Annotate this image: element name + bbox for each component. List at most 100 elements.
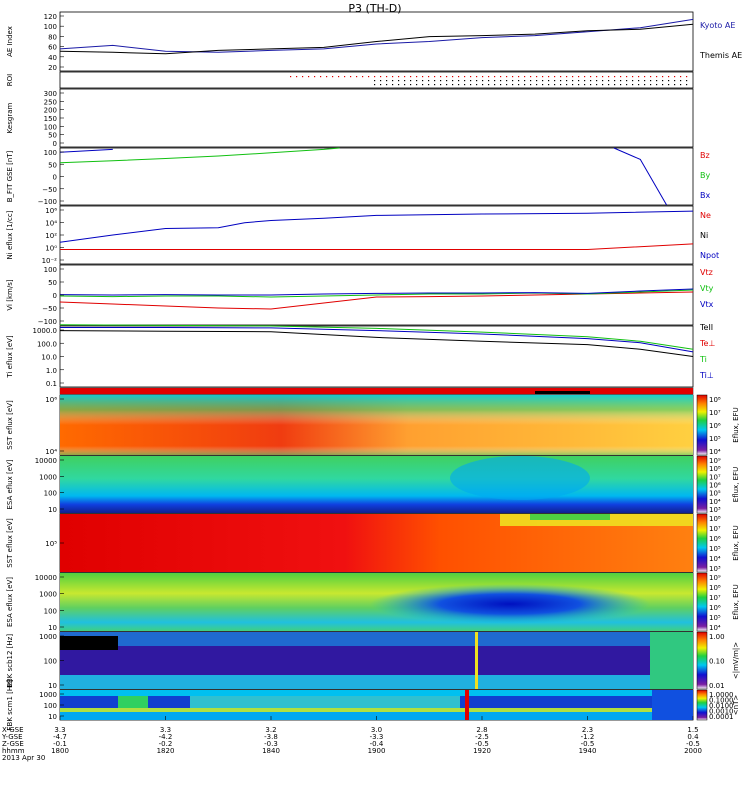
y-tick-label: 10⁵: [45, 540, 57, 548]
roi-marker: [434, 80, 436, 82]
spectrogram-images: [60, 388, 693, 720]
footer-tick-value: 1840: [262, 747, 280, 755]
roi-marker: [608, 84, 610, 86]
colorbar-tick-label: 10³: [709, 506, 721, 514]
roi-marker: [452, 84, 454, 86]
y-tick-label: 0: [53, 292, 57, 300]
footer-tick-value: -3.3: [370, 733, 384, 741]
legend-entry: TeII: [699, 323, 713, 332]
y-tick-label: 1000: [39, 633, 57, 641]
legends: Kyoto AE Themis AE Bz By Bx Ne Ni Npot Vtz Vty Vtx…: [699, 21, 742, 380]
series-line-ti: [59, 324, 694, 350]
roi-marker: [374, 80, 376, 82]
y-tick-label: 200: [44, 107, 57, 115]
colorbar-tick-label: 10⁵: [709, 545, 721, 553]
y-tick-label: −50: [42, 305, 57, 313]
roi-marker: [602, 84, 604, 86]
roi-marker: [680, 84, 682, 86]
y-tick-label: 120: [44, 13, 57, 21]
footer-tick-value: 3.3: [54, 726, 65, 734]
roi-marker: [476, 84, 478, 86]
roi-marker: [464, 80, 466, 82]
roi-marker: [542, 80, 544, 82]
y-axis-label: ESA eflux [eV]: [6, 459, 14, 509]
roi-marker: [380, 76, 382, 78]
roi-marker: [536, 80, 538, 82]
roi-marker: [512, 84, 514, 86]
y-tick-label: 100.0: [37, 340, 57, 348]
y-tick-label: −100: [38, 318, 57, 326]
y-axis-label: SST eflux [eV]: [6, 518, 14, 568]
roi-marker: [506, 84, 508, 86]
footer-tick-value: 1940: [579, 747, 597, 755]
colorbar-label: Eflux, EFU: [732, 584, 740, 619]
esa-electron-low-flux-region: [370, 584, 650, 624]
roi-marker: [590, 80, 592, 82]
roi-marker: [638, 80, 640, 82]
line-series: [59, 18, 694, 357]
roi-marker: [626, 76, 628, 78]
roi-marker: [374, 84, 376, 86]
y-tick-label: 0.1: [46, 380, 57, 388]
roi-marker: [674, 84, 676, 86]
roi-marker: [608, 80, 610, 82]
y-axis-label: Ti eflux [eV]: [6, 335, 14, 379]
footer-tick-value: 1.5: [687, 726, 698, 734]
series-line-npot: [59, 210, 694, 243]
roi-marker: [518, 84, 520, 86]
roi-marker: [398, 80, 400, 82]
y-tick-label: 80: [48, 33, 57, 41]
y-tick-label: 10000: [35, 574, 57, 582]
roi-marker: [668, 76, 670, 78]
roi-marker: [428, 80, 430, 82]
y-tick-label: 10: [48, 682, 57, 690]
y-tick-label: 250: [44, 98, 57, 106]
roi-marker: [584, 80, 586, 82]
roi-marker: [470, 80, 472, 82]
footer-tick-value: -3.8: [264, 733, 278, 741]
footer-tick-value: -0.5: [581, 740, 595, 748]
panel-frame: [59, 11, 694, 72]
y-tick-label: 50: [48, 279, 57, 287]
y-axis-label: ESA eflux [eV]: [6, 577, 14, 627]
colorbar-tick-label: 10⁴: [709, 498, 721, 506]
legend-entry: Bx: [700, 191, 710, 200]
roi-marker: [644, 80, 646, 82]
sst-ion-spectrogram-overlay: [60, 395, 693, 455]
y-axis-label: Kesgram: [6, 103, 14, 134]
roi-marker: [554, 80, 556, 82]
colorbar-tick-label: 10⁷: [709, 525, 721, 533]
roi-marker: [440, 84, 442, 86]
legend-entry: By: [700, 171, 710, 180]
panel-frame: [59, 147, 694, 206]
colorbar-tick-label: 0.0001: [709, 713, 734, 721]
panel-frame: [59, 71, 694, 89]
y-axis-label: B_FIT GSE [nT]: [6, 150, 14, 202]
roi-marker: [494, 80, 496, 82]
legend-entry: Bz: [700, 151, 710, 160]
roi-marker: [320, 76, 322, 78]
fbk-spike-upper: [475, 632, 478, 689]
y-tick-label: 100: [44, 266, 57, 274]
roi-marker: [578, 80, 580, 82]
roi-marker: [488, 84, 490, 86]
footer-tick-value: -0.5: [475, 740, 489, 748]
roi-marker: [506, 80, 508, 82]
y-tick-label: 10000: [35, 457, 57, 465]
footer-tick-value: 1800: [51, 747, 69, 755]
roi-marker: [428, 76, 430, 78]
roi-marker: [506, 76, 508, 78]
roi-marker: [422, 76, 424, 78]
roi-marker: [542, 84, 544, 86]
y-tick-label: 150: [44, 115, 57, 123]
roi-marker: [596, 80, 598, 82]
legend-entry: Vty: [700, 284, 714, 293]
roi-marker: [314, 76, 316, 78]
fbk-spike: [465, 690, 469, 720]
roi-marker: [650, 84, 652, 86]
y-tick-label: 300: [44, 90, 57, 98]
footer-tick-value: 3.0: [371, 726, 382, 734]
roi-marker: [404, 76, 406, 78]
roi-marker: [368, 76, 370, 78]
